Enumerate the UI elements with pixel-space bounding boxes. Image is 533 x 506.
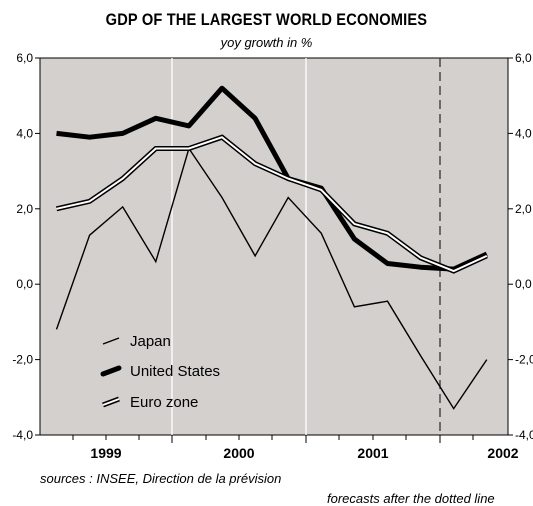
y-tick-label-right: 2,0 — [515, 202, 532, 216]
y-tick-label-left: 6,0 — [16, 51, 33, 65]
japan-line — [55, 146, 488, 410]
plot-background — [39, 57, 509, 436]
legend-label-united-states: United States — [130, 363, 220, 380]
chart-subtitle: yoy growth in % — [220, 35, 313, 50]
legend-swatch-japan — [102, 337, 120, 345]
chart-title: GDP OF THE LARGEST WORLD ECONOMIES — [105, 10, 428, 29]
x-year-label: 2000 — [223, 445, 254, 461]
x-year-label: 2002 — [487, 445, 518, 461]
y-tick-label-left: -4,0 — [12, 428, 33, 442]
euro-zone-line-inner — [56, 136, 488, 273]
x-year-label: 1999 — [90, 445, 121, 461]
x-year-label: 2001 — [357, 445, 388, 461]
united-states-line — [56, 85, 488, 272]
forecast-note: forecasts after the dotted line — [327, 491, 495, 506]
y-tick-label-right: -4,0 — [515, 428, 533, 442]
y-tick-label-right: 0,0 — [515, 277, 532, 291]
y-tick-label-right: 6,0 — [515, 51, 532, 65]
y-tick-label-left: 4,0 — [16, 126, 33, 140]
sources-note: sources : INSEE, Direction de la prévisi… — [40, 471, 282, 486]
legend-swatch-united-states — [100, 365, 122, 377]
legend-label-euro-zone: Euro zone — [130, 394, 198, 411]
legend-swatch-inner-euro-zone — [102, 398, 120, 406]
y-tick-label-left: 2,0 — [16, 202, 33, 216]
legend-label-japan: Japan — [130, 333, 171, 350]
y-tick-label-right: 4,0 — [515, 126, 532, 140]
y-tick-label-left: -2,0 — [12, 353, 33, 367]
y-tick-label-right: -2,0 — [515, 353, 533, 367]
y-tick-label-left: 0,0 — [16, 277, 33, 291]
